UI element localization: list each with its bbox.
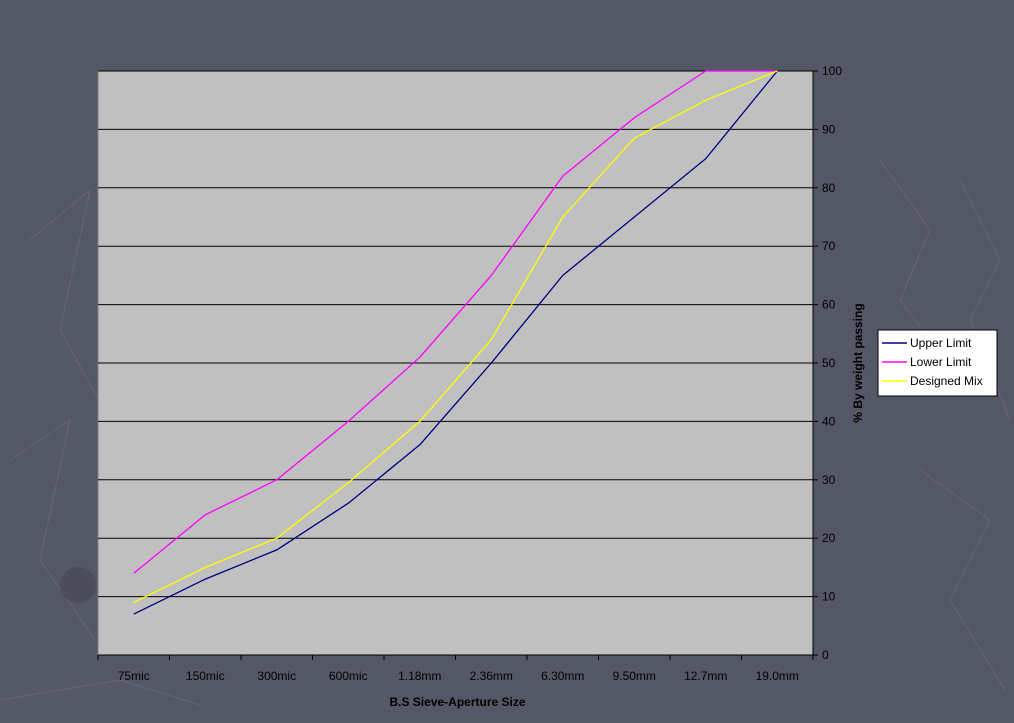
legend-label-lower-limit: Lower Limit [910,355,972,369]
y-axis-title: % By weight passing [851,303,865,422]
x-tick-label: 12.7mm [684,669,727,683]
y-tick-label: 20 [822,531,836,545]
background-decoration [0,159,1011,706]
y-tick-label: 100 [822,64,842,78]
y-tick-label: 80 [822,181,836,195]
series-line-designed-mix [133,70,778,603]
x-tick-label: 9.50mm [613,669,656,683]
x-tick-label: 2.36mm [470,669,513,683]
y-tick-label: 10 [822,590,836,604]
y-tick-label: 40 [822,414,836,428]
x-tick-label: 1.18mm [398,669,441,683]
y-tick-label: 30 [822,473,836,487]
series-line-upper-limit [133,70,778,615]
x-tick-label: 6.30mm [541,669,584,683]
background-knob [60,567,96,603]
y-tick-label: 90 [822,122,836,136]
series-line-lower-limit [133,70,778,574]
x-tick-label: 150mic [186,669,225,683]
y-tick-label: 0 [822,648,829,662]
x-axis-title: B.S Sieve-Aperture Size [389,695,525,709]
y-tick-label: 70 [822,239,836,253]
legend-label-upper-limit: Upper Limit [910,336,972,350]
x-tick-label: 75mic [118,669,150,683]
legend-label-designed-mix: Designed Mix [910,374,983,388]
x-tick-label: 600mic [329,669,368,683]
y-tick-label: 60 [822,298,836,312]
x-tick-label: 19.0mm [756,669,799,683]
x-tick-label: 300mic [257,669,296,683]
y-tick-label: 50 [822,356,836,370]
legend-box [877,329,998,397]
